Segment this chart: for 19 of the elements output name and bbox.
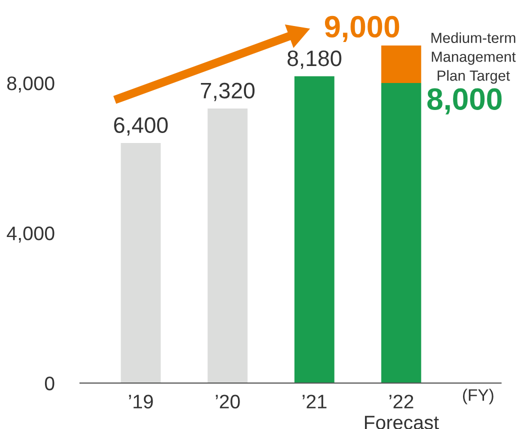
x-tick-label: ’19 bbox=[129, 394, 153, 408]
bar bbox=[294, 76, 334, 384]
data-label: 8,180 bbox=[288, 50, 342, 69]
y-tick-label: 8,000 bbox=[7, 76, 54, 93]
bar bbox=[208, 108, 248, 384]
y-tick-label: 0 bbox=[44, 376, 54, 390]
bar bbox=[120, 143, 161, 384]
x-axis-title: (FY) bbox=[463, 388, 494, 404]
annotation: Medium-term Management Plan Target bbox=[432, 32, 516, 84]
total-label: 9,000 bbox=[324, 16, 400, 42]
x-tick-label: ’21 bbox=[302, 394, 326, 408]
bar bbox=[381, 82, 422, 384]
y-tick-label: 4,000 bbox=[6, 226, 54, 243]
data-label: 7,320 bbox=[200, 82, 255, 102]
x-tick-label: ’20 bbox=[216, 394, 240, 408]
bar bbox=[381, 45, 422, 83]
x-tick-label: ’22 Forecast bbox=[364, 394, 439, 429]
annotation: 8,000 bbox=[427, 88, 502, 114]
data-label: 6,400 bbox=[114, 117, 168, 136]
